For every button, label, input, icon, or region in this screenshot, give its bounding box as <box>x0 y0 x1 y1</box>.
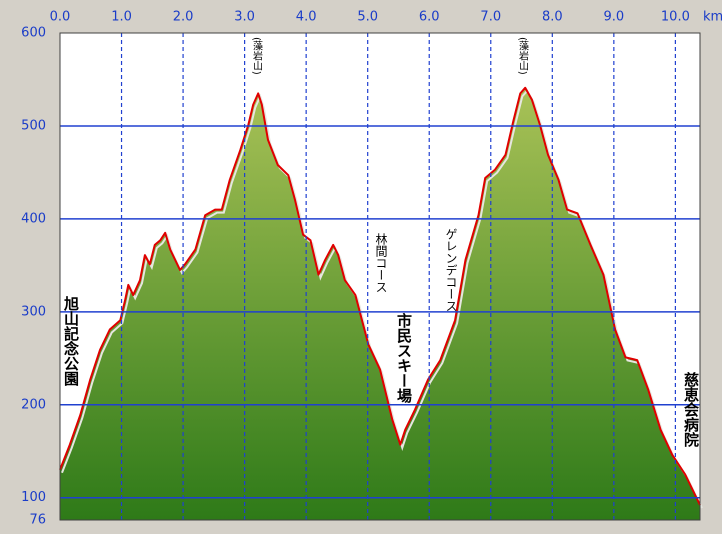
x-tick-label: 2.0 <box>173 10 194 25</box>
elevation-line <box>59 86 701 506</box>
annotation: 慈恵会病院 <box>682 371 700 448</box>
x-tick-label: 4.0 <box>296 10 317 25</box>
x-tick-label: 6.0 <box>419 10 440 25</box>
x-tick-label: 9.0 <box>604 10 625 25</box>
annotation: 林間コース <box>374 233 388 293</box>
x-tick-label: 5.0 <box>357 10 378 25</box>
annotation: ゲレンデコース <box>444 228 458 312</box>
annotation: (藻岩山) <box>517 37 529 75</box>
x-axis-label: km <box>703 10 722 25</box>
annotation: (藻岩山) <box>251 37 263 75</box>
y-tick-label: 200 <box>21 397 46 412</box>
x-tick-label: 7.0 <box>480 10 501 25</box>
y-tick-label: 600 <box>21 26 46 41</box>
x-tick-label: 1.0 <box>111 10 132 25</box>
plot-border <box>59 32 701 521</box>
y-tick-label: 400 <box>21 211 46 226</box>
x-tick-label: 3.0 <box>234 10 255 25</box>
x-tick-label: 8.0 <box>542 10 563 25</box>
x-tick-label: 10.0 <box>661 10 690 25</box>
area-fill <box>60 87 700 521</box>
annotation: 市民スキー場 <box>395 312 413 404</box>
y-tick-label: 100 <box>21 490 46 505</box>
y-tick-label: 500 <box>21 118 46 133</box>
x-tick-label: 0.0 <box>50 10 71 25</box>
annotation: 旭山記念公園 <box>62 295 80 387</box>
y-tick-label: 300 <box>21 304 46 319</box>
y-tick-label: 76 <box>29 513 46 528</box>
